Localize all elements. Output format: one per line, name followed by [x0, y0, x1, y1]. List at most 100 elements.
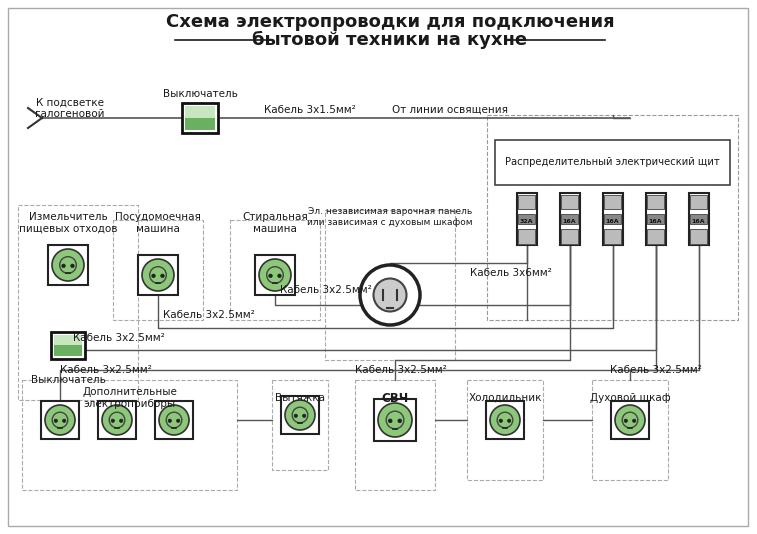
- Bar: [611, 401, 649, 439]
- Circle shape: [102, 405, 132, 435]
- Bar: [467, 380, 543, 480]
- Bar: [51, 332, 85, 358]
- Text: Кабель 3х1.5мм²: Кабель 3х1.5мм²: [264, 105, 356, 115]
- Circle shape: [497, 412, 512, 428]
- Text: Выключатель: Выключатель: [163, 89, 238, 99]
- Circle shape: [633, 419, 636, 422]
- Text: Вытяжка: Вытяжка: [275, 393, 325, 403]
- Bar: [230, 220, 320, 320]
- Text: Стиральная
машина: Стиральная машина: [242, 212, 308, 234]
- Text: К подсветке
галогеновой: К подсветке галогеновой: [36, 97, 104, 119]
- Bar: [41, 401, 79, 439]
- Bar: [182, 103, 218, 133]
- Text: Схема электропроводки для подключения: Схема электропроводки для подключения: [166, 13, 615, 31]
- Bar: [22, 380, 237, 490]
- Text: 16А: 16А: [649, 219, 662, 224]
- Bar: [272, 380, 328, 470]
- Bar: [561, 229, 578, 244]
- Text: Эл. независимая варочная панель
или зависимая с духовым шкафом: Эл. независимая варочная панель или зави…: [307, 207, 473, 227]
- Circle shape: [507, 419, 511, 422]
- Circle shape: [176, 419, 180, 422]
- Bar: [255, 255, 295, 295]
- Bar: [604, 214, 621, 224]
- Circle shape: [303, 414, 306, 418]
- Circle shape: [398, 419, 402, 423]
- Bar: [561, 194, 578, 209]
- Circle shape: [386, 411, 403, 429]
- Bar: [374, 399, 416, 441]
- Circle shape: [62, 264, 65, 268]
- Circle shape: [45, 405, 75, 435]
- Circle shape: [159, 405, 189, 435]
- Bar: [325, 210, 455, 360]
- Bar: [487, 115, 738, 320]
- Circle shape: [294, 414, 298, 418]
- Bar: [647, 214, 664, 224]
- Circle shape: [373, 279, 407, 311]
- Circle shape: [360, 265, 420, 325]
- Bar: [690, 214, 707, 224]
- Bar: [561, 214, 578, 224]
- Bar: [604, 229, 621, 244]
- Bar: [98, 401, 136, 439]
- Circle shape: [167, 412, 182, 428]
- Circle shape: [259, 259, 291, 291]
- Text: 16А: 16А: [606, 219, 619, 224]
- Bar: [282, 396, 319, 434]
- Bar: [516, 193, 537, 245]
- Text: Кабель 3х6мм²: Кабель 3х6мм²: [470, 268, 552, 278]
- Bar: [592, 380, 668, 480]
- Bar: [185, 106, 215, 130]
- Text: Холодильник: Холодильник: [469, 393, 542, 403]
- Circle shape: [120, 419, 123, 422]
- Text: От линии освящения: От линии освящения: [392, 105, 508, 115]
- Bar: [486, 401, 524, 439]
- Bar: [518, 194, 535, 209]
- Circle shape: [168, 419, 171, 422]
- Bar: [689, 193, 709, 245]
- Text: Кабель 3х2.5мм²: Кабель 3х2.5мм²: [73, 333, 165, 343]
- Text: Выключатель: Выключатель: [30, 375, 105, 385]
- Bar: [155, 401, 193, 439]
- Text: 16А: 16А: [692, 219, 706, 224]
- Bar: [603, 193, 622, 245]
- Text: 16А: 16А: [562, 219, 576, 224]
- Bar: [646, 193, 665, 245]
- Text: Кабель 3х2.5мм²: Кабель 3х2.5мм²: [280, 285, 372, 295]
- Circle shape: [388, 419, 392, 423]
- Circle shape: [160, 274, 164, 278]
- Bar: [54, 334, 82, 356]
- Circle shape: [278, 274, 282, 278]
- Bar: [48, 245, 88, 285]
- Circle shape: [625, 419, 628, 422]
- Circle shape: [142, 259, 174, 291]
- Circle shape: [52, 412, 68, 428]
- Text: Дополнительные
электроприборы: Дополнительные электроприборы: [82, 387, 177, 409]
- Text: Распределительный электрический щит: Распределительный электрический щит: [505, 157, 720, 167]
- Circle shape: [70, 264, 74, 268]
- Circle shape: [150, 266, 167, 284]
- Bar: [559, 193, 580, 245]
- Circle shape: [615, 405, 645, 435]
- Circle shape: [292, 407, 308, 423]
- Bar: [690, 194, 707, 209]
- Bar: [113, 220, 203, 320]
- Text: бытовой техники на кухне: бытовой техники на кухне: [252, 31, 528, 49]
- Circle shape: [499, 419, 503, 422]
- Circle shape: [52, 249, 84, 281]
- Circle shape: [111, 419, 114, 422]
- Bar: [495, 140, 730, 185]
- Circle shape: [622, 412, 638, 428]
- Bar: [54, 345, 82, 356]
- Circle shape: [109, 412, 125, 428]
- Bar: [518, 229, 535, 244]
- Text: Кабель 3х2.5мм²: Кабель 3х2.5мм²: [355, 365, 447, 375]
- Bar: [18, 205, 138, 400]
- Circle shape: [378, 403, 412, 437]
- Text: Кабель 3х2.5мм²: Кабель 3х2.5мм²: [60, 365, 151, 375]
- Text: Кабель 3х2.5мм²: Кабель 3х2.5мм²: [163, 310, 255, 320]
- Text: СВЧ: СВЧ: [382, 391, 409, 404]
- Circle shape: [60, 257, 76, 273]
- Circle shape: [151, 274, 155, 278]
- Bar: [647, 229, 664, 244]
